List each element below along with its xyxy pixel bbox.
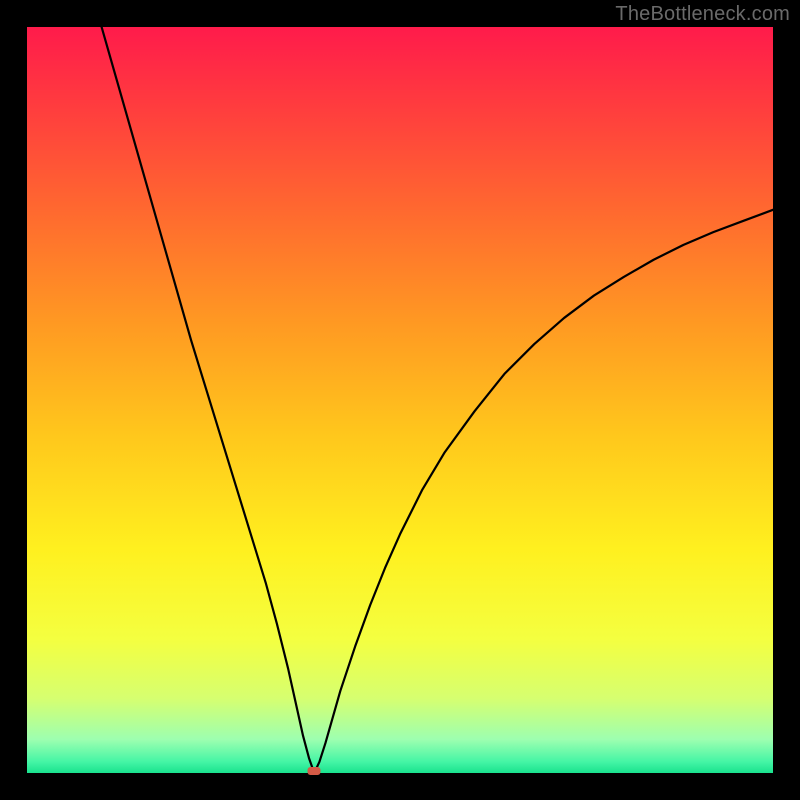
watermark-text: TheBottleneck.com: [615, 3, 790, 26]
plot-area: [27, 27, 773, 773]
background-gradient: [27, 27, 773, 773]
minimum-marker: [308, 767, 321, 775]
chart-outer-frame: TheBottleneck.com: [0, 0, 800, 800]
